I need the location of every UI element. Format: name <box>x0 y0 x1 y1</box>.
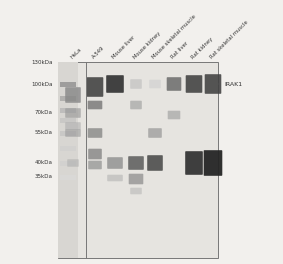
FancyBboxPatch shape <box>168 111 180 119</box>
FancyBboxPatch shape <box>65 87 81 103</box>
FancyBboxPatch shape <box>149 80 161 88</box>
FancyBboxPatch shape <box>148 128 162 138</box>
Bar <box>60 145 76 150</box>
Text: 55kDa: 55kDa <box>35 130 53 135</box>
Text: Rat skeletal muscle: Rat skeletal muscle <box>209 20 250 60</box>
Text: Rat liver: Rat liver <box>170 41 190 60</box>
FancyBboxPatch shape <box>130 79 142 89</box>
FancyBboxPatch shape <box>147 155 163 171</box>
FancyBboxPatch shape <box>129 174 143 184</box>
Text: 100kDa: 100kDa <box>31 82 53 87</box>
FancyBboxPatch shape <box>128 156 144 170</box>
FancyBboxPatch shape <box>65 122 81 130</box>
FancyBboxPatch shape <box>205 74 221 94</box>
FancyBboxPatch shape <box>167 77 181 91</box>
FancyBboxPatch shape <box>88 101 102 109</box>
FancyBboxPatch shape <box>185 151 203 175</box>
Bar <box>58 62 78 258</box>
FancyBboxPatch shape <box>130 101 142 109</box>
Text: 130kDa: 130kDa <box>31 59 53 64</box>
Text: IRAK1: IRAK1 <box>218 82 242 87</box>
Bar <box>60 96 76 101</box>
Text: 35kDa: 35kDa <box>35 175 53 180</box>
FancyBboxPatch shape <box>88 128 102 138</box>
FancyBboxPatch shape <box>107 175 123 181</box>
FancyBboxPatch shape <box>186 75 202 93</box>
Text: HeLa: HeLa <box>69 47 82 60</box>
Bar <box>60 130 76 135</box>
Text: Mouse liver: Mouse liver <box>112 35 136 60</box>
Text: A-549: A-549 <box>91 45 106 60</box>
Text: Mouse kidney: Mouse kidney <box>132 31 162 60</box>
FancyBboxPatch shape <box>106 75 124 93</box>
Bar <box>60 161 76 166</box>
FancyBboxPatch shape <box>88 161 102 169</box>
Text: 70kDa: 70kDa <box>35 110 53 115</box>
FancyBboxPatch shape <box>65 129 81 137</box>
FancyBboxPatch shape <box>87 77 103 97</box>
Bar <box>60 175 76 180</box>
Bar <box>60 117 76 122</box>
FancyBboxPatch shape <box>130 188 142 194</box>
Bar <box>60 107 76 112</box>
FancyBboxPatch shape <box>65 108 81 118</box>
Bar <box>58 62 218 258</box>
Text: 40kDa: 40kDa <box>35 161 53 166</box>
Bar <box>60 82 76 87</box>
FancyBboxPatch shape <box>204 150 222 176</box>
Text: Rat kidney: Rat kidney <box>190 36 214 60</box>
FancyBboxPatch shape <box>67 159 79 167</box>
FancyBboxPatch shape <box>88 149 102 159</box>
Text: Mouse skeletal muscle: Mouse skeletal muscle <box>151 14 197 60</box>
FancyBboxPatch shape <box>107 157 123 169</box>
